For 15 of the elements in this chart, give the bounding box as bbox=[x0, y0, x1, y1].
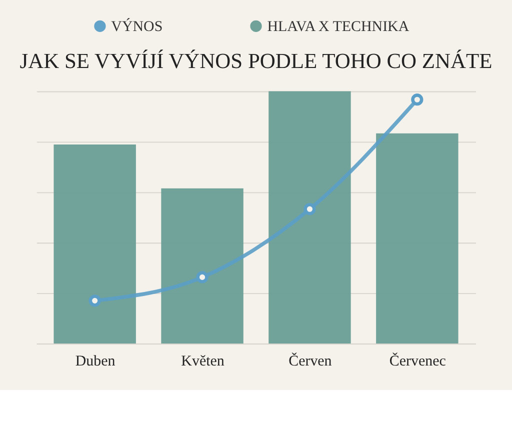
bar bbox=[376, 133, 458, 344]
point bbox=[196, 271, 208, 284]
bar bbox=[54, 144, 136, 344]
x-tick-label: Červenec bbox=[389, 352, 446, 370]
legend-label: HLAVA X TECHNIKA bbox=[267, 18, 410, 35]
bar bbox=[268, 91, 351, 344]
x-tick-label: Duben bbox=[75, 354, 116, 370]
x-tick-label: Květen bbox=[181, 354, 225, 370]
point bbox=[88, 294, 101, 307]
bar bbox=[161, 188, 244, 344]
point bbox=[411, 94, 424, 106]
chart-title: JAK SE VYVÍJÍ VÝNOS PODLE TOHO CO ZNÁTE bbox=[20, 48, 492, 73]
x-tick-label: Červen bbox=[288, 352, 332, 370]
legend-label: VÝNOS bbox=[111, 18, 163, 35]
point bbox=[304, 203, 316, 216]
